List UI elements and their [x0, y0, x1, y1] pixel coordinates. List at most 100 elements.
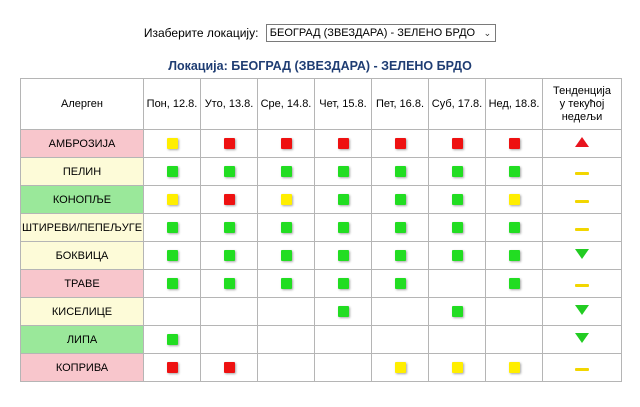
- level-low-indicator: [337, 278, 349, 290]
- day-header: Сре, 14.8.: [257, 78, 315, 130]
- level-cell: [200, 129, 258, 158]
- location-select-value: БЕОГРАД (ЗВЕЗДАРА) - ЗЕЛЕНО БРДО: [269, 27, 476, 39]
- level-low-indicator: [394, 222, 406, 234]
- level-low-indicator: [166, 278, 178, 290]
- level-low-indicator: [223, 278, 235, 290]
- level-cell: [428, 129, 486, 158]
- trend-header-line: у текућој: [559, 97, 605, 110]
- location-selector-row: Изаберите локацију: БЕОГРАД (ЗВЕЗДАРА) -…: [0, 24, 640, 42]
- level-high-indicator: [223, 194, 235, 206]
- level-high-indicator: [166, 362, 178, 374]
- level-low-indicator: [451, 166, 463, 178]
- level-low-indicator: [223, 250, 235, 262]
- location-select[interactable]: БЕОГРАД (ЗВЕЗДАРА) - ЗЕЛЕНО БРДО ⌄: [265, 24, 497, 42]
- level-cell: [485, 185, 543, 214]
- level-cell: [314, 129, 372, 158]
- level-cell: [143, 185, 201, 214]
- level-cell: [143, 241, 201, 270]
- table-row: КОНОПЉЕ: [20, 185, 622, 214]
- level-cell: [257, 185, 315, 214]
- level-medium-indicator: [280, 194, 292, 206]
- level-cell: [314, 185, 372, 214]
- level-cell: [314, 269, 372, 298]
- level-cell: [428, 325, 486, 354]
- trend-header-line: Тенденција: [553, 84, 611, 97]
- chevron-down-icon: ⌄: [483, 28, 492, 38]
- level-low-indicator: [451, 222, 463, 234]
- level-high-indicator: [508, 138, 520, 150]
- day-header: Пон, 12.8.: [143, 78, 201, 130]
- level-low-indicator: [337, 194, 349, 206]
- level-cell: [314, 353, 372, 382]
- level-cell: [200, 353, 258, 382]
- level-cell: [257, 157, 315, 186]
- trend-down-icon: [575, 305, 589, 315]
- level-low-indicator: [166, 166, 178, 178]
- trend-flat-icon: [575, 171, 589, 175]
- table-row: БОКВИЦА: [20, 241, 622, 270]
- level-cell: [428, 157, 486, 186]
- level-cell: [257, 325, 315, 354]
- level-cell: [485, 241, 543, 270]
- allergen-name: КОНОПЉЕ: [20, 185, 144, 214]
- level-cell: [200, 269, 258, 298]
- level-low-indicator: [280, 166, 292, 178]
- pollen-table: Алерген Пон, 12.8. Уто, 13.8. Сре, 14.8.…: [20, 78, 622, 382]
- level-low-indicator: [166, 334, 178, 346]
- level-cell: [143, 297, 201, 326]
- level-low-indicator: [394, 166, 406, 178]
- trend-down-icon: [575, 249, 589, 259]
- level-cell: [485, 325, 543, 354]
- allergen-name: БОКВИЦА: [20, 241, 144, 270]
- level-high-indicator: [280, 138, 292, 150]
- day-header: Чет, 15.8.: [314, 78, 372, 130]
- table-row: КОПРИВА: [20, 353, 622, 382]
- allergen-header: Алерген: [20, 78, 144, 130]
- location-title: Локација: БЕОГРАД (ЗВЕЗДАРА) - ЗЕЛЕНО БР…: [168, 59, 472, 73]
- level-low-indicator: [166, 222, 178, 234]
- level-low-indicator: [394, 278, 406, 290]
- level-low-indicator: [280, 250, 292, 262]
- allergen-name: КОПРИВА: [20, 353, 144, 382]
- level-cell: [485, 157, 543, 186]
- level-cell: [200, 213, 258, 242]
- trend-cell: [542, 129, 622, 158]
- allergen-name: ПЕЛИН: [20, 157, 144, 186]
- level-cell: [257, 241, 315, 270]
- level-cell: [428, 241, 486, 270]
- table-row: ШТИРЕВИ/ПЕПЕЉУГЕ: [20, 213, 622, 242]
- trend-flat-icon: [575, 227, 589, 231]
- level-cell: [485, 213, 543, 242]
- level-cell: [200, 157, 258, 186]
- trend-flat-icon: [575, 367, 589, 371]
- level-high-indicator: [223, 138, 235, 150]
- level-cell: [485, 269, 543, 298]
- allergen-name: ЛИПА: [20, 325, 144, 354]
- level-high-indicator: [337, 138, 349, 150]
- level-low-indicator: [451, 306, 463, 318]
- level-low-indicator: [508, 166, 520, 178]
- level-cell: [143, 353, 201, 382]
- allergen-name: АМБРОЗИЈА: [20, 129, 144, 158]
- level-cell: [314, 325, 372, 354]
- table-row: КИСЕЛИЦЕ: [20, 297, 622, 326]
- level-cell: [200, 185, 258, 214]
- level-low-indicator: [166, 250, 178, 262]
- level-cell: [143, 325, 201, 354]
- level-medium-indicator: [451, 362, 463, 374]
- table-row: АМБРОЗИЈА: [20, 129, 622, 158]
- trend-cell: [542, 353, 622, 382]
- level-cell: [428, 185, 486, 214]
- trend-flat-icon: [575, 199, 589, 203]
- table-body: АМБРОЗИЈА ПЕЛИН КОНОПЉЕ ШТИРЕВИ/ПЕПЕЉУГЕ БОК…: [20, 129, 622, 382]
- trend-cell: [542, 297, 622, 326]
- level-cell: [371, 185, 429, 214]
- level-cell: [257, 353, 315, 382]
- table-row: ПЕЛИН: [20, 157, 622, 186]
- trend-cell: [542, 241, 622, 270]
- allergen-name: КИСЕЛИЦЕ: [20, 297, 144, 326]
- trend-cell: [542, 325, 622, 354]
- level-cell: [371, 129, 429, 158]
- level-cell: [428, 353, 486, 382]
- location-selector-label: Изаберите локацију:: [143, 26, 259, 40]
